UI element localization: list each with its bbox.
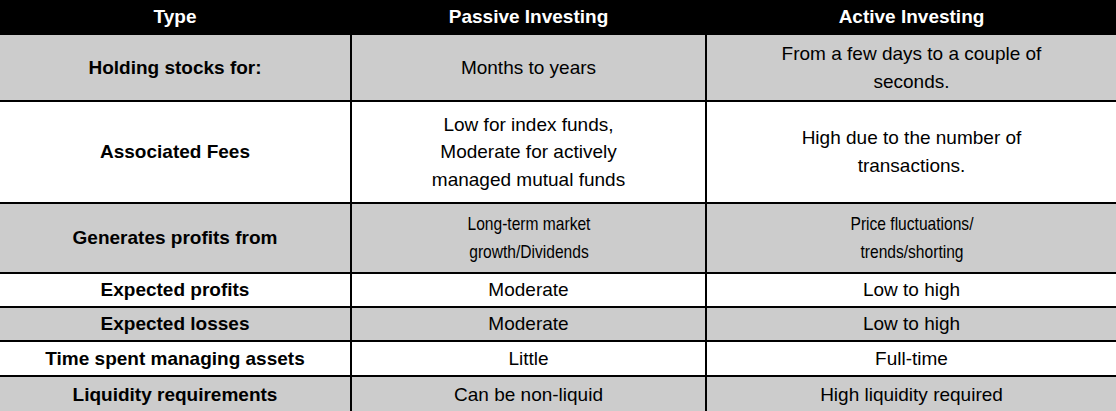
row-label: Liquidity requirements xyxy=(0,376,351,411)
active-cell: High due to the number of transactions. xyxy=(706,101,1116,203)
row-label: Associated Fees xyxy=(0,101,351,203)
active-cell: Low to high xyxy=(706,307,1116,341)
active-cell: Full-time xyxy=(706,341,1116,376)
passive-cell: Moderate xyxy=(351,307,706,341)
table-row-generates-profits: Generates profits from Long-term market … xyxy=(0,203,1116,273)
active-cell: Low to high xyxy=(706,273,1116,307)
active-cell: Price fluctuations/ trends/shorting xyxy=(706,203,1116,273)
table-row-holding-stocks: Holding stocks for: Months to years From… xyxy=(0,34,1116,101)
passive-cell-text: Long-term market growth/Dividends xyxy=(467,210,590,265)
column-header-passive-investing: Passive Investing xyxy=(351,0,706,34)
passive-cell: Months to years xyxy=(351,34,706,101)
passive-cell: Little xyxy=(351,341,706,376)
row-label: Expected profits xyxy=(0,273,351,307)
table-row-liquidity: Liquidity requirements Can be non-liquid… xyxy=(0,376,1116,411)
row-label: Holding stocks for: xyxy=(0,34,351,101)
header-row: Type Passive Investing Active Investing xyxy=(0,0,1116,34)
column-header-active-investing: Active Investing xyxy=(706,0,1116,34)
passive-cell: Moderate xyxy=(351,273,706,307)
active-cell-text: Price fluctuations/ trends/shorting xyxy=(850,210,973,265)
table-row-expected-losses: Expected losses Moderate Low to high xyxy=(0,307,1116,341)
passive-cell: Low for index funds, Moderate for active… xyxy=(351,101,706,203)
passive-cell: Long-term market growth/Dividends xyxy=(351,203,706,273)
column-header-type: Type xyxy=(0,0,351,34)
table-row-expected-profits: Expected profits Moderate Low to high xyxy=(0,273,1116,307)
row-label: Generates profits from xyxy=(0,203,351,273)
active-cell: From a few days to a couple of seconds. xyxy=(706,34,1116,101)
row-label: Time spent managing assets xyxy=(0,341,351,376)
table-row-time-spent: Time spent managing assets Little Full-t… xyxy=(0,341,1116,376)
comparison-table: Type Passive Investing Active Investing … xyxy=(0,0,1116,411)
table-row-associated-fees: Associated Fees Low for index funds, Mod… xyxy=(0,101,1116,203)
row-label: Expected losses xyxy=(0,307,351,341)
active-cell: High liquidity required xyxy=(706,376,1116,411)
passive-cell: Can be non-liquid xyxy=(351,376,706,411)
